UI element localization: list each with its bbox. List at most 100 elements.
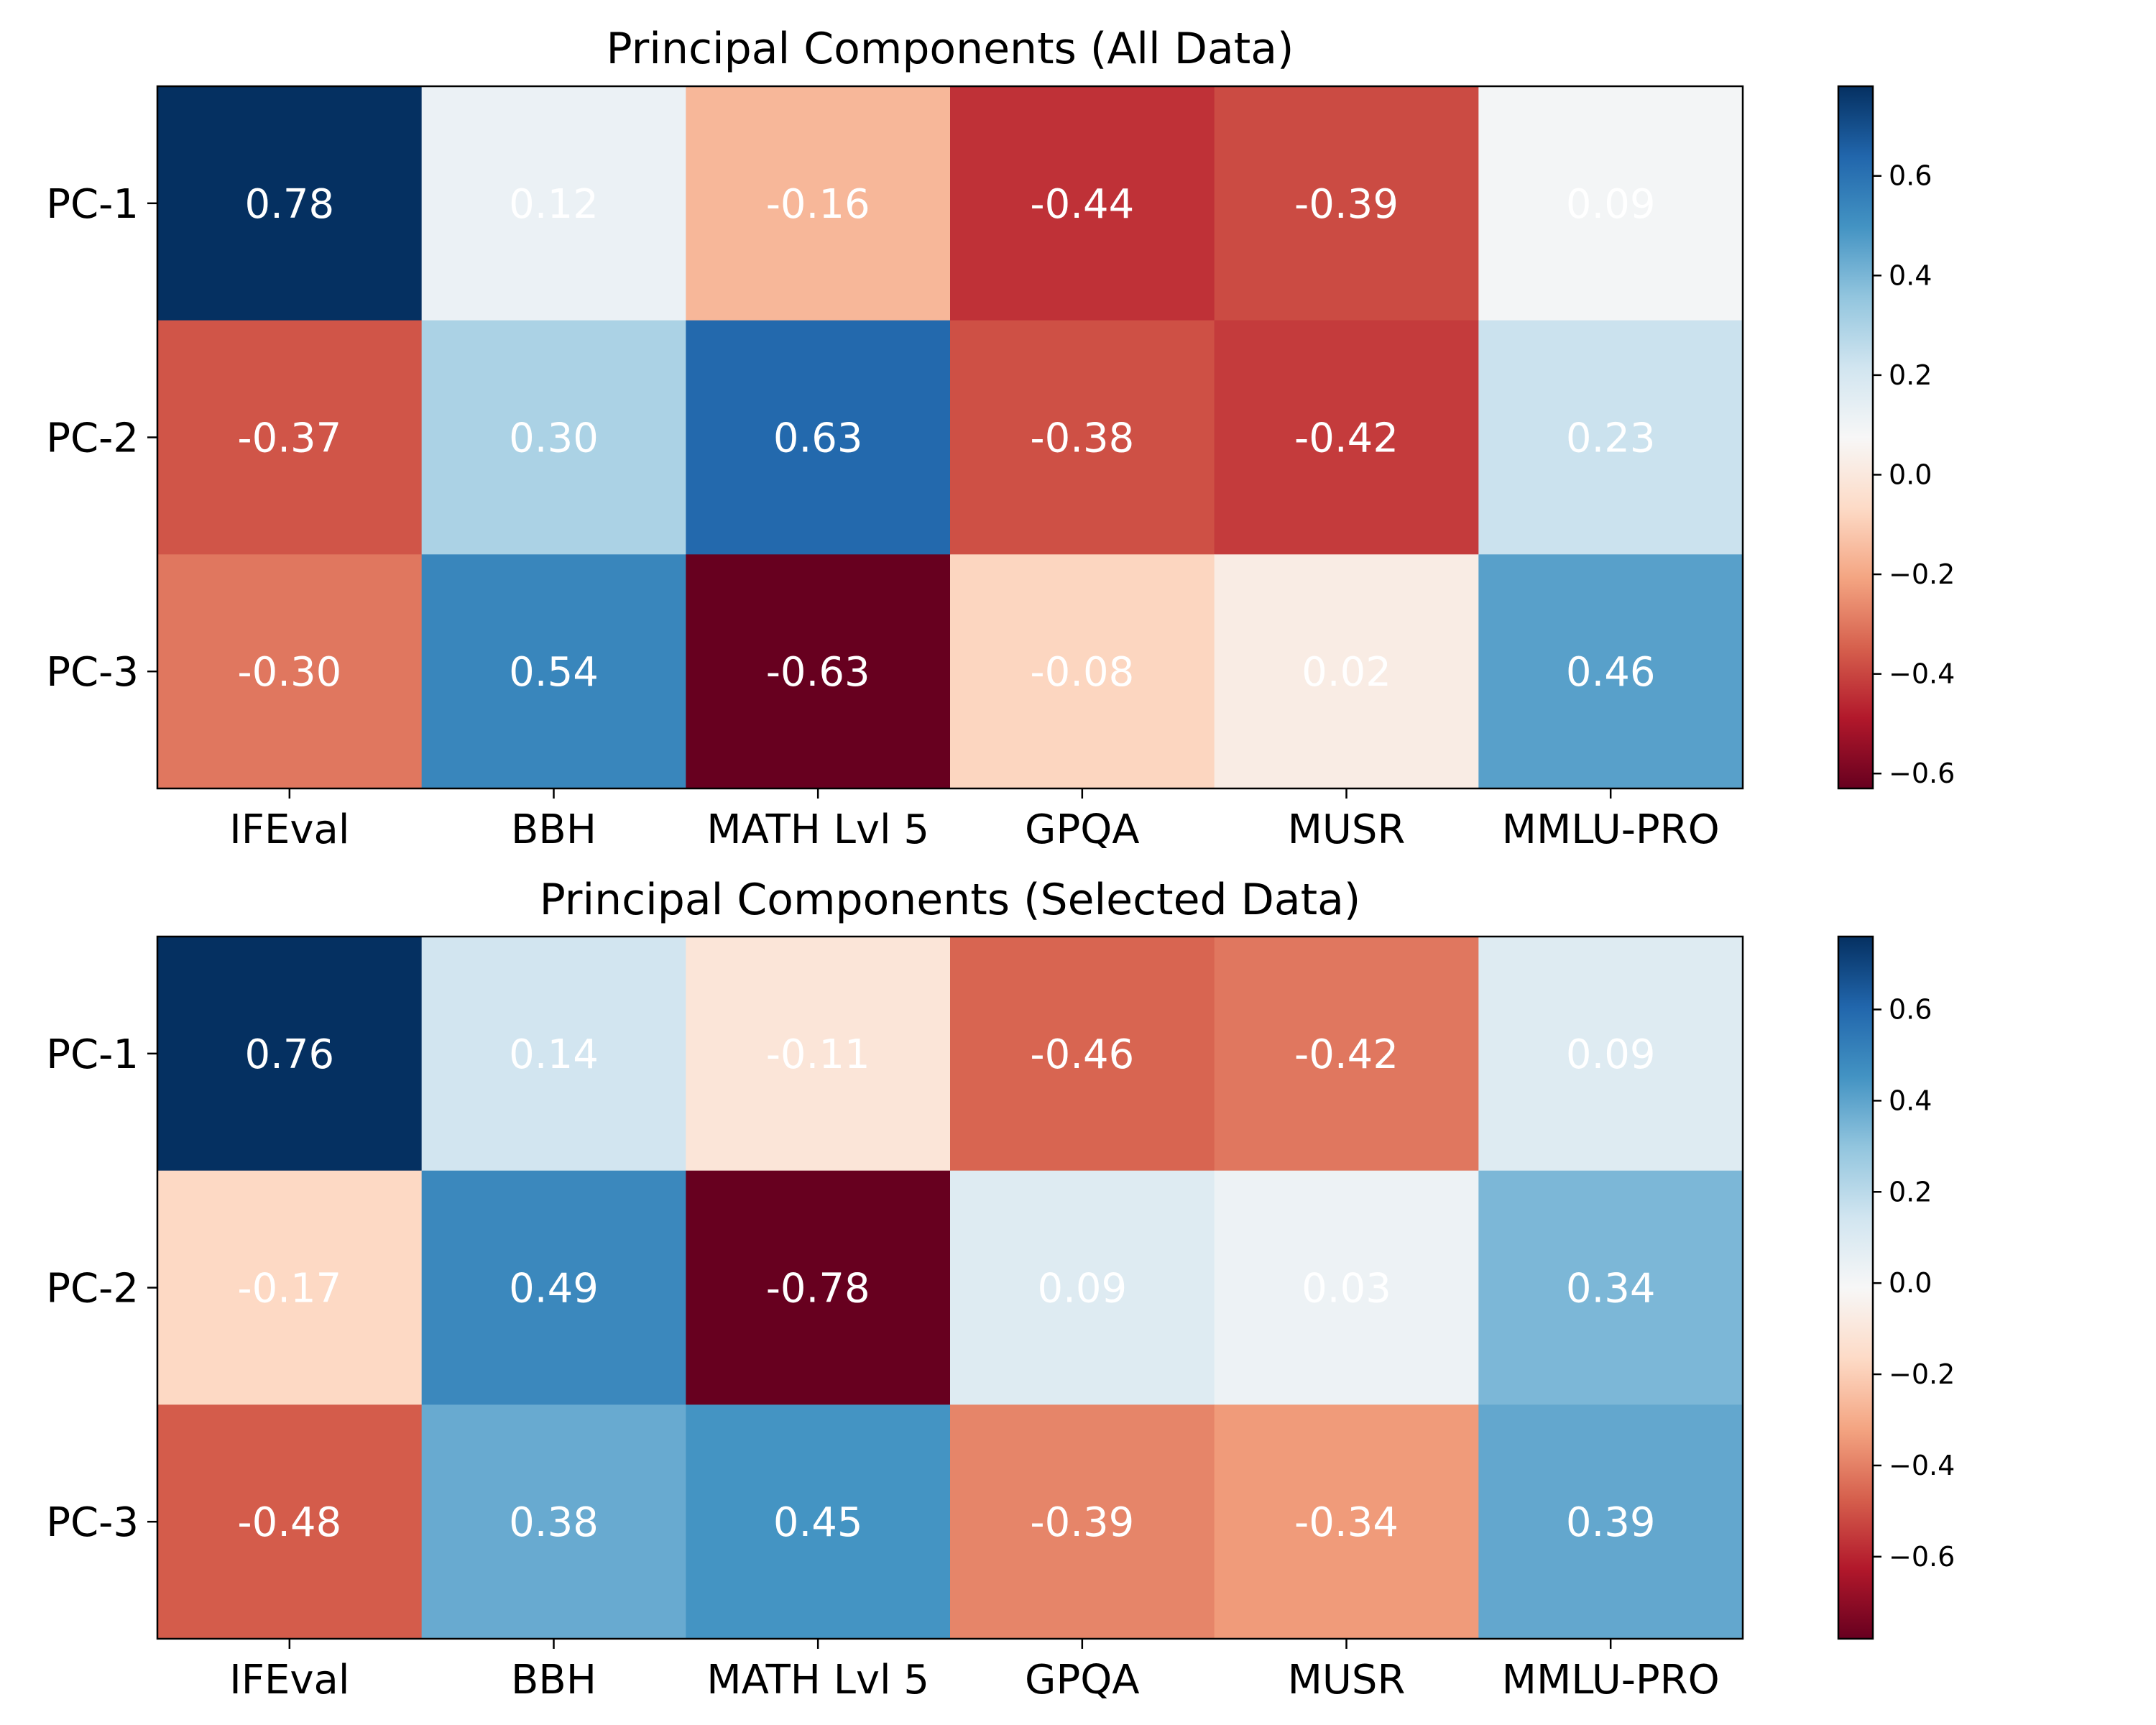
heatmap-panel-selected-data: Principal Components (Selected Data) 0.7… (46, 875, 1955, 1703)
colorbar-tick-label: −0.4 (1889, 658, 1955, 690)
x-axis: IFEval BBH MATH Lvl 5 GPQA MUSR MMLU-PRO (229, 1639, 1720, 1703)
cell-value-label: 0.09 (1037, 1266, 1127, 1312)
cell-value-label: 0.02 (1302, 649, 1391, 696)
heatmap-cell (157, 937, 423, 1172)
colorbar-gradient (1838, 86, 1873, 788)
cell-value-label: 0.38 (509, 1499, 599, 1546)
heatmap-cell (157, 320, 423, 555)
x-tick-label: MUSR (1288, 1657, 1406, 1703)
colorbar-tick-label: −0.2 (1889, 558, 1955, 590)
cell-value-label: -0.11 (766, 1031, 870, 1078)
heatmap-cell (1214, 86, 1479, 321)
cell-value-label: 0.49 (509, 1266, 599, 1312)
cell-value-label: 0.46 (1566, 649, 1656, 696)
colorbar-tick-label: 0.6 (1889, 994, 1932, 1026)
cell-value-label: -0.44 (1030, 181, 1134, 228)
cell-value-label: -0.08 (1030, 649, 1134, 696)
x-tick-label: BBH (511, 806, 596, 853)
colorbar-tick-label: 0.0 (1889, 1267, 1932, 1299)
heatmap-cell (1478, 86, 1743, 321)
heatmap-cell (686, 1404, 951, 1639)
heatmap-cell (686, 937, 951, 1172)
cell-value-label: 0.34 (1566, 1266, 1656, 1312)
heatmap-cell (1478, 554, 1743, 789)
x-tick-label: MMLU-PRO (1502, 1657, 1720, 1703)
cell-value-label: -0.46 (1030, 1031, 1134, 1078)
heatmap-cell (421, 554, 686, 789)
heatmap-cell (950, 320, 1215, 555)
x-tick-label: MATH Lvl 5 (706, 1657, 929, 1703)
chart-title: Principal Components (Selected Data) (540, 875, 1361, 925)
x-tick-label: IFEval (229, 1657, 349, 1703)
colorbar-tick-label: −0.6 (1889, 758, 1955, 789)
colorbar-gradient (1838, 937, 1873, 1639)
y-tick-label: PC-1 (46, 181, 139, 228)
heatmap-cell (686, 554, 951, 789)
x-tick-label: GPQA (1025, 1657, 1140, 1703)
cell-value-label: -0.39 (1030, 1499, 1134, 1546)
colorbar: 0.6 0.4 0.2 0.0 −0.2 −0.4 −0.6 (1837, 935, 1955, 1640)
colorbar-tick-label: 0.0 (1889, 459, 1932, 490)
heatmap-cell (1478, 320, 1743, 555)
heatmap-cell (157, 1170, 423, 1405)
x-tick-label: MATH Lvl 5 (706, 806, 929, 853)
colorbar-tick-label: 0.2 (1889, 1176, 1932, 1208)
heatmap-cell (157, 86, 423, 321)
heatmap-cells: 0.78 0.12 -0.16 -0.44 -0.39 0.09 -0.37 0.30 0.63… (157, 86, 1743, 789)
heatmap-cell (421, 937, 686, 1172)
x-axis: IFEval BBH MATH Lvl 5 GPQA MUSR MMLU-PRO (229, 788, 1720, 853)
y-tick-label: PC-3 (46, 1499, 139, 1546)
cell-value-label: -0.39 (1294, 181, 1399, 228)
heatmap-cell (421, 320, 686, 555)
cell-value-label: 0.63 (773, 415, 863, 462)
cell-value-label: -0.30 (237, 649, 341, 696)
colorbar-tick-label: 0.6 (1889, 160, 1932, 192)
cell-value-label: -0.38 (1030, 415, 1134, 462)
heatmap-cell (157, 1404, 423, 1639)
x-tick-label: IFEval (229, 806, 349, 853)
chart-title: Principal Components (All Data) (607, 24, 1294, 74)
cell-value-label: 0.23 (1566, 415, 1656, 462)
y-tick-label: PC-2 (46, 415, 139, 462)
cell-value-label: 0.76 (244, 1031, 334, 1078)
heatmap-cell (950, 1404, 1215, 1639)
heatmap-cell (421, 86, 686, 321)
cell-value-label: -0.17 (237, 1266, 341, 1312)
heatmap-cells: 0.76 0.14 -0.11 -0.46 -0.42 0.09 -0.17 0.49 -0.7… (157, 937, 1743, 1639)
x-tick-label: MUSR (1288, 806, 1406, 853)
heatmap-cell (1478, 1170, 1743, 1405)
heatmap-cell (686, 320, 951, 555)
heatmap-cell (950, 937, 1215, 1172)
heatmap-cell (1214, 554, 1479, 789)
cell-value-label: -0.42 (1294, 1031, 1399, 1078)
heatmap-panel-all-data: Principal Components (All Data) 0.78 0.12… (46, 24, 1955, 853)
x-tick-label: GPQA (1025, 806, 1140, 853)
cell-value-label: -0.48 (237, 1499, 341, 1546)
heatmap-cell (157, 554, 423, 789)
x-tick-label: BBH (511, 1657, 596, 1703)
heatmap-cell (1478, 1404, 1743, 1639)
cell-value-label: -0.34 (1294, 1499, 1399, 1546)
colorbar-frame (1837, 85, 1874, 790)
colorbar-tick-label: −0.4 (1889, 1450, 1955, 1481)
cell-value-label: 0.12 (509, 181, 599, 228)
y-tick-label: PC-1 (46, 1031, 139, 1078)
cell-value-label: 0.30 (509, 415, 599, 462)
heatmap-cell (686, 86, 951, 321)
heatmap-cell (950, 86, 1215, 321)
cell-value-label: 0.78 (244, 181, 334, 228)
cell-value-label: -0.78 (766, 1266, 870, 1312)
heatmap-cell (421, 1404, 686, 1639)
colorbar-frame (1837, 935, 1874, 1640)
colorbar-tick-label: −0.2 (1889, 1358, 1955, 1390)
cell-value-label: 0.09 (1566, 1031, 1656, 1078)
y-tick-label: PC-2 (46, 1266, 139, 1312)
cell-value-label: -0.42 (1294, 415, 1399, 462)
heatmap-cell (1214, 1404, 1479, 1639)
colorbar-tick-label: −0.6 (1889, 1541, 1955, 1573)
cell-value-label: 0.54 (509, 649, 599, 696)
heatmap-cell (1214, 937, 1479, 1172)
cell-value-label: -0.63 (766, 649, 870, 696)
cell-value-label: 0.45 (773, 1499, 863, 1546)
